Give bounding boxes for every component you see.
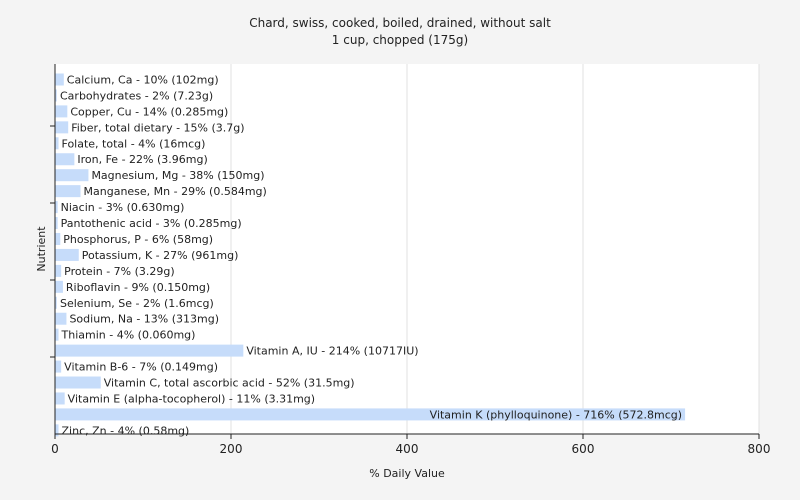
bar-14: [55, 296, 57, 309]
y-axis-label: Nutrient: [35, 226, 48, 272]
bar-3: [55, 121, 69, 134]
bar-label-18: Vitamin B-6 - 7% (0.149mg): [64, 361, 218, 374]
bar-label-17: Vitamin A, IU - 214% (10717IU): [246, 345, 418, 358]
bar-1: [55, 89, 57, 102]
bar-label-6: Magnesium, Mg - 38% (150mg): [91, 169, 264, 182]
bar-label-9: Pantothenic acid - 3% (0.285mg): [61, 217, 242, 230]
bar-21: [55, 408, 686, 421]
bar-label-0: Calcium, Ca - 10% (102mg): [67, 74, 219, 87]
bar-4: [55, 137, 59, 150]
bar-6: [55, 169, 89, 182]
bar-label-16: Thiamin - 4% (0.060mg): [61, 329, 196, 342]
bar-17: [55, 344, 244, 357]
bar-13: [55, 280, 63, 293]
bar-label-20: Vitamin E (alpha-tocopherol) - 11% (3.31…: [68, 392, 315, 405]
grid-lines: [230, 64, 760, 434]
bar-label-12: Protein - 7% (3.29g): [64, 265, 175, 278]
bar-5: [55, 153, 75, 166]
bar-label-1: Carbohydrates - 2% (7.23g): [60, 89, 213, 102]
x-axis-label: % Daily Value: [369, 467, 445, 480]
bar-10: [55, 232, 61, 245]
bar-label-22: Zinc, Zn - 4% (0.58mg): [62, 424, 190, 437]
bars-group: Calcium, Ca - 10% (102mg) Carbohydrates -…: [55, 73, 686, 437]
bar-19: [55, 376, 101, 389]
bar-15: [55, 312, 67, 325]
x-tick-label-1: 200: [220, 442, 243, 456]
bar-label-19: Vitamin C, total ascorbic acid - 52% (31…: [104, 377, 355, 390]
bar-20: [55, 392, 65, 405]
bar-label-7: Manganese, Mn - 29% (0.584mg): [84, 185, 267, 198]
x-tick-label-2: 400: [396, 442, 419, 456]
chart-title: Chard, swiss, cooked, boiled, drained, w…: [249, 16, 551, 30]
bar-label-2: Copper, Cu - 14% (0.285mg): [70, 105, 228, 118]
bar-label-15: Sodium, Na - 13% (313mg): [69, 313, 219, 326]
bar-label-11: Potassium, K - 27% (961mg): [82, 249, 239, 262]
bar-label-8: Niacin - 3% (0.630mg): [61, 201, 185, 214]
bar-8: [55, 201, 58, 214]
bar-7: [55, 185, 81, 198]
bar-0: [55, 73, 64, 86]
bar-label-13: Riboflavin - 9% (0.150mg): [66, 281, 210, 294]
bar-label-10: Phosphorus, P - 6% (58mg): [63, 233, 213, 246]
bar-label-4: Folate, total - 4% (16mcg): [62, 137, 206, 150]
bar-12: [55, 264, 62, 277]
bar-label-14: Selenium, Se - 2% (1.6mcg): [60, 297, 214, 310]
chart-subtitle: 1 cup, chopped (175g): [332, 33, 468, 47]
x-tick-label-3: 600: [572, 442, 595, 456]
bar-18: [55, 360, 62, 373]
bar-2: [55, 105, 68, 118]
bar-22: [55, 424, 59, 437]
bar-11: [55, 248, 79, 261]
bar-16: [55, 328, 59, 341]
x-ticks-group: 0 200 400 600 800: [51, 434, 770, 456]
x-tick-label-0: 0: [51, 442, 59, 456]
bar-label-3: Fiber, total dietary - 15% (3.7g): [71, 121, 244, 134]
bar-label-21: Vitamin K (phylloquinone) - 716% (572.8m…: [430, 408, 682, 421]
bar-9: [55, 217, 58, 230]
x-tick-label-4: 800: [748, 442, 771, 456]
bar-label-5: Iron, Fe - 22% (3.96mg): [77, 153, 207, 166]
